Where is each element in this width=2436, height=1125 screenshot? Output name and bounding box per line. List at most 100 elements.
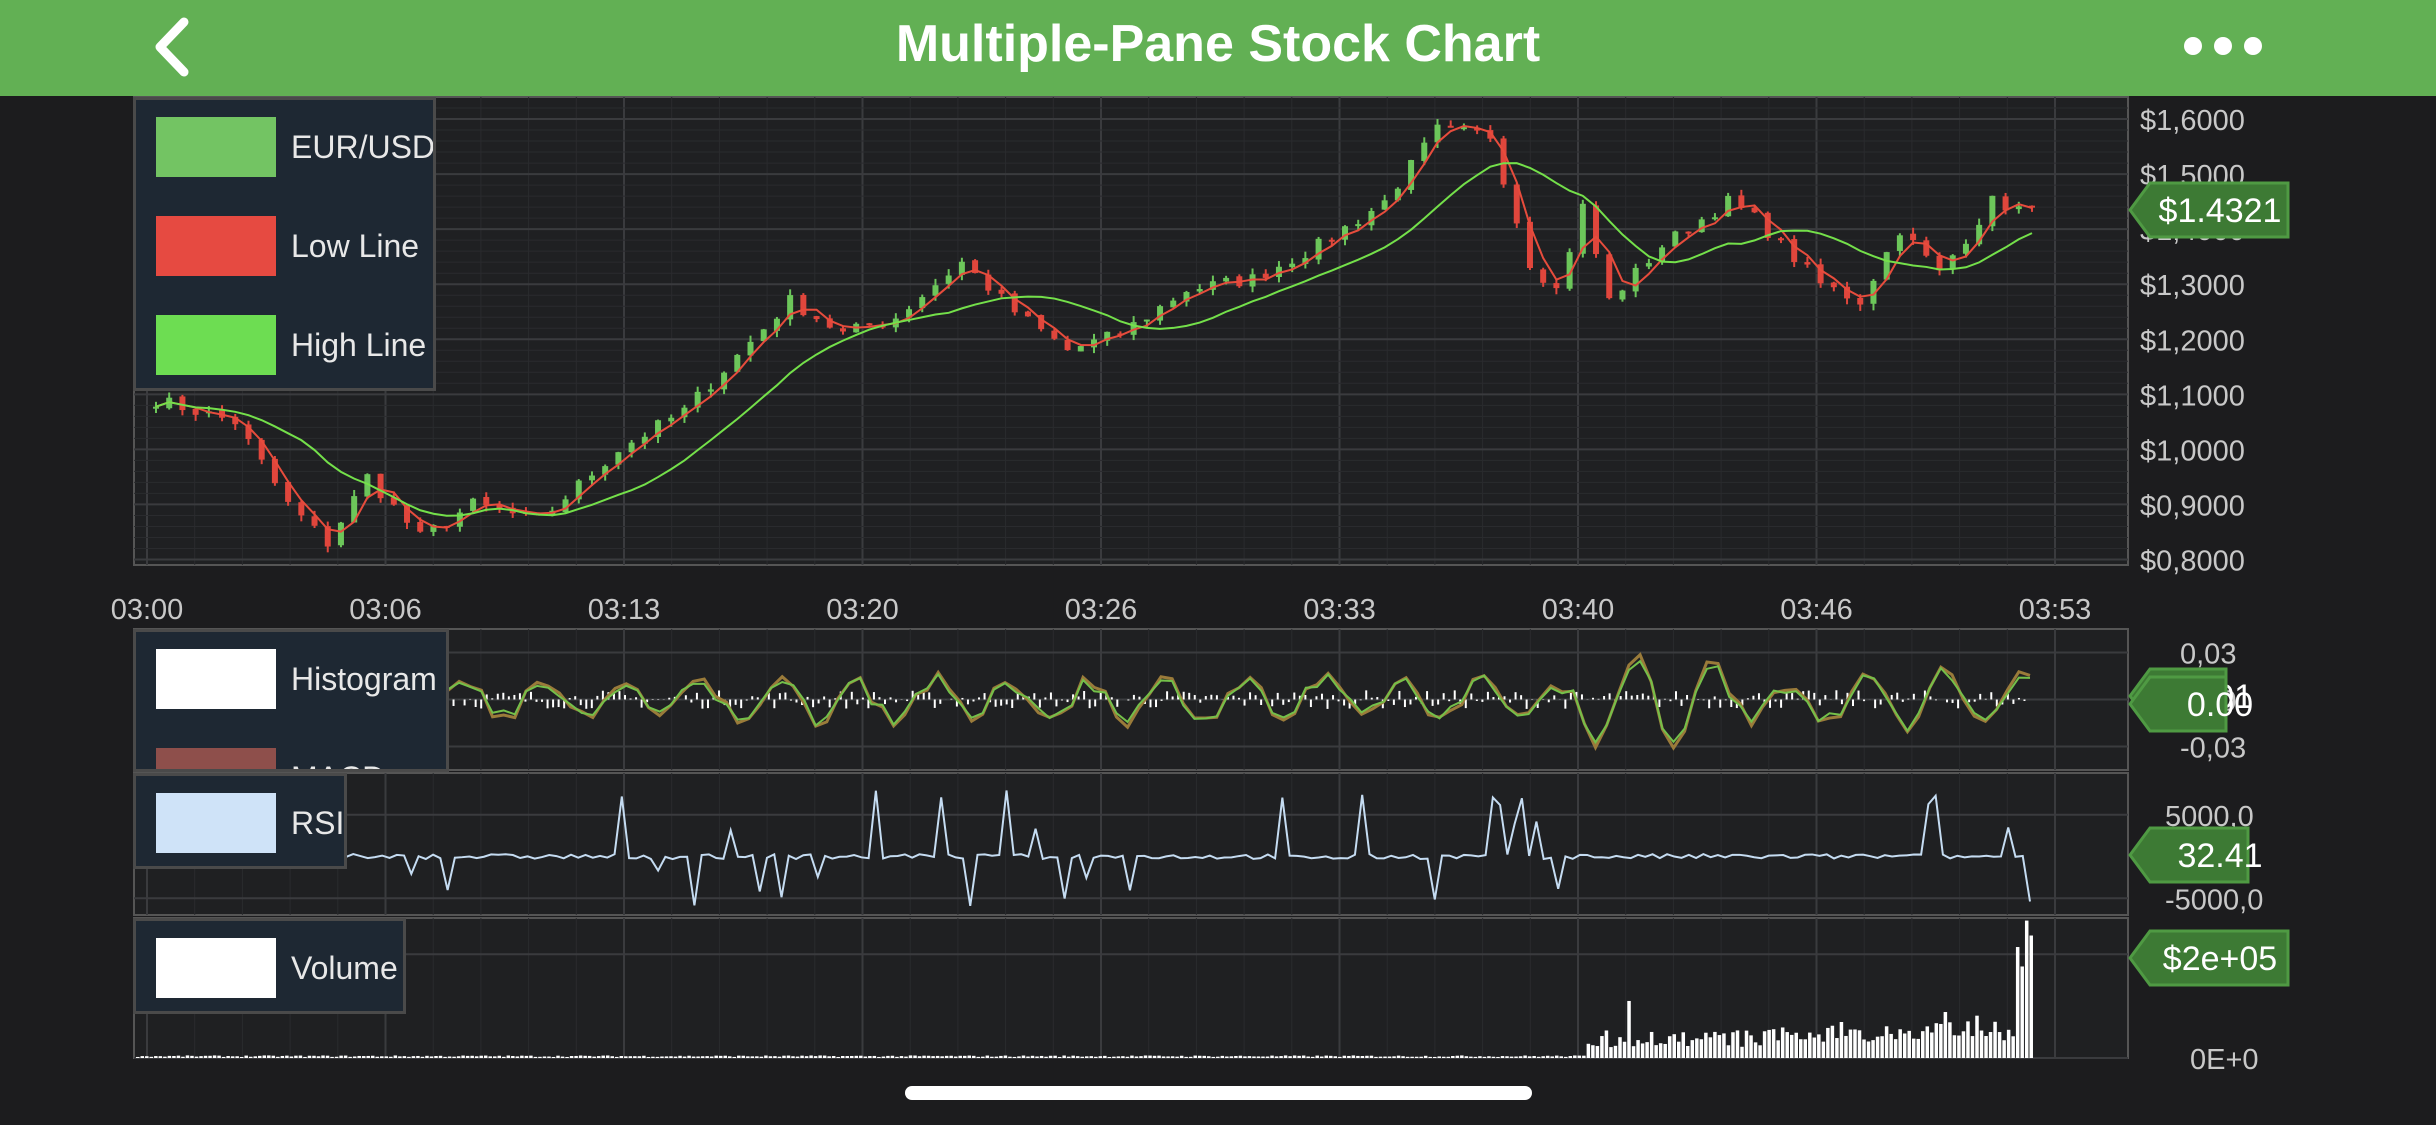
volume-bar	[325, 1055, 330, 1058]
volume-bar	[1582, 1055, 1586, 1058]
volume-bar	[1654, 1045, 1658, 1058]
legend-item[interactable]: Histogram	[136, 649, 446, 709]
volume-bar	[1112, 1056, 1116, 1058]
candle-body	[430, 524, 437, 532]
volume-bar	[768, 1056, 773, 1058]
candle-body	[192, 408, 199, 415]
home-indicator[interactable]	[905, 1086, 1532, 1100]
volume-bar	[502, 1056, 506, 1058]
volume-bar	[556, 1055, 560, 1058]
volume-bar	[280, 1055, 285, 1058]
candle-body	[1751, 207, 1758, 213]
y-tick-label: $1,3000	[2140, 270, 2245, 302]
volume-bar	[452, 1056, 456, 1058]
page-title: Multiple-Pane Stock Chart	[895, 15, 1541, 73]
legend-item[interactable]: Low Line	[136, 216, 433, 276]
volume-bar	[574, 1055, 578, 1058]
candle-body	[1619, 290, 1626, 300]
volume-bar	[1993, 1021, 1997, 1058]
volume-bar	[1333, 1056, 1338, 1058]
volume-bar	[2015, 947, 2020, 1058]
legend-label: Volume	[291, 950, 398, 986]
volume-bar	[1921, 1031, 1925, 1058]
legend-item[interactable]: Volume	[136, 938, 403, 998]
y-tick-label: $1,6000	[2140, 105, 2245, 137]
volume-bar	[181, 1056, 185, 1058]
candle-body	[153, 406, 159, 409]
volume-bar	[1830, 1025, 1835, 1058]
volume-bar	[994, 1056, 999, 1058]
volume-bar	[1039, 1055, 1044, 1058]
candle-body	[1777, 238, 1784, 241]
volume-bar	[1455, 1055, 1460, 1058]
volume-bar	[533, 1056, 538, 1058]
volume-bar	[515, 1056, 520, 1058]
candle-body	[1011, 293, 1018, 313]
candle-body	[470, 498, 477, 511]
candle-body	[800, 294, 807, 316]
volume-bar	[370, 1055, 375, 1058]
legend-item[interactable]: High Line	[136, 315, 433, 375]
volume-bar	[2006, 1029, 2011, 1058]
volume-bar	[145, 1056, 149, 1058]
volume-bar	[1107, 1056, 1112, 1058]
volume-bar	[1243, 1056, 1247, 1058]
volume-bar	[1934, 1023, 1939, 1058]
volume-bar	[520, 1055, 524, 1058]
volume-bar	[619, 1056, 624, 1058]
volume-bar	[1121, 1056, 1125, 1058]
more-options-button[interactable]	[2180, 20, 2270, 72]
legend-volume: Volume	[133, 918, 406, 1014]
candle-body	[1764, 212, 1771, 238]
volume-bar	[1835, 1038, 1839, 1058]
stock-chart[interactable]: $1,6000$1,5000$1,4000$1,3000$1,2000$1,10…	[0, 96, 2436, 1096]
volume-bar	[628, 1056, 633, 1058]
volume-bar	[1803, 1039, 1808, 1058]
volume-bar	[244, 1055, 248, 1058]
volume-bar	[1003, 1055, 1008, 1058]
volume-bar	[786, 1055, 791, 1058]
legend-item[interactable]: EUR/USD	[136, 117, 433, 177]
volume-bar	[1744, 1030, 1749, 1058]
volume-bar	[642, 1055, 646, 1058]
candle-body	[1923, 240, 1930, 256]
legend-swatch	[156, 117, 276, 177]
candle-body	[1183, 292, 1190, 302]
volume-bar	[2020, 966, 2024, 1058]
volume-bar	[1554, 1055, 1559, 1058]
volume-bar	[1478, 1056, 1482, 1058]
legend-item[interactable]: MACD	[136, 748, 446, 769]
volume-bar	[1988, 1032, 1993, 1058]
volume-bar	[1609, 1047, 1613, 1058]
volume-bar	[438, 1055, 443, 1058]
candle-body	[655, 420, 662, 437]
volume-bar	[1844, 1035, 1848, 1058]
volume-bar	[1961, 1031, 1966, 1058]
volume-bar	[1125, 1056, 1130, 1058]
volume-bar	[230, 1056, 235, 1058]
volume-bar	[782, 1055, 786, 1058]
volume-bar	[1930, 1032, 1934, 1058]
candle-body	[1791, 239, 1798, 263]
candle-body	[588, 475, 595, 481]
volume-bar	[154, 1056, 158, 1058]
candle-body	[337, 522, 344, 546]
y-tick-label: 0E+0	[2190, 1044, 2259, 1076]
y-tick-label: -5000,0	[2165, 884, 2263, 916]
volume-bar	[795, 1056, 800, 1058]
volume-bar	[366, 1055, 370, 1058]
volume-bar	[1871, 1040, 1875, 1058]
candle-body	[1910, 233, 1917, 241]
back-button[interactable]	[140, 14, 210, 80]
volume-bar	[447, 1056, 452, 1058]
volume-bar	[1604, 1030, 1609, 1058]
volume-bar	[1686, 1046, 1690, 1058]
legend-price: EUR/USD Low Line High Line	[133, 97, 436, 391]
volume-bar	[1360, 1056, 1365, 1058]
high-line-series	[155, 162, 2033, 517]
candle-body	[2015, 206, 2022, 210]
legend-item[interactable]: RSI	[136, 793, 344, 853]
more-dots-icon	[2184, 37, 2262, 55]
volume-bar	[1374, 1056, 1378, 1058]
volume-bar	[1505, 1056, 1509, 1058]
